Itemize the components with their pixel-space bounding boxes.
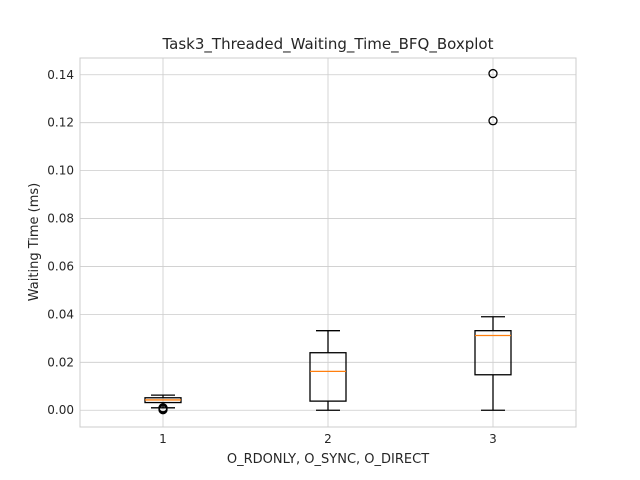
grid-lines bbox=[80, 58, 576, 427]
plot-frame bbox=[79, 57, 577, 428]
outlier-point bbox=[488, 116, 498, 126]
outlier-point bbox=[488, 68, 498, 79]
box-1 bbox=[144, 394, 182, 415]
y-tick-label: 0.12 bbox=[47, 116, 74, 130]
x-tick-label: 1 bbox=[159, 432, 167, 446]
tick-labels: 0.00 0.02 0.04 0.06 0.08 0.10 0.12 0.14 1 2 3 bbox=[47, 68, 497, 446]
iqr-box bbox=[309, 352, 347, 402]
y-tick-label: 0.06 bbox=[47, 259, 74, 273]
box-3 bbox=[474, 68, 512, 411]
chart-title: Task3_Threaded_Waiting_Time_BFQ_Boxplot bbox=[162, 35, 494, 54]
x-axis-label: O_RDONLY, O_SYNC, O_DIRECT bbox=[227, 452, 429, 467]
y-axis-label: Waiting Time (ms) bbox=[27, 183, 42, 301]
y-tick-label: 0.10 bbox=[47, 164, 74, 178]
boxes bbox=[144, 68, 512, 415]
y-tick-label: 0.08 bbox=[47, 212, 74, 226]
outlier-point bbox=[158, 403, 168, 413]
x-tick-label: 3 bbox=[489, 432, 497, 446]
iqr-box bbox=[474, 330, 512, 376]
y-tick-label: 0.14 bbox=[47, 68, 74, 82]
box-2 bbox=[309, 330, 347, 411]
y-tick-label: 0.04 bbox=[47, 307, 74, 321]
x-tick-label: 2 bbox=[324, 432, 332, 446]
y-tick-label: 0.02 bbox=[47, 355, 74, 369]
y-tick-label: 0.00 bbox=[47, 403, 74, 417]
